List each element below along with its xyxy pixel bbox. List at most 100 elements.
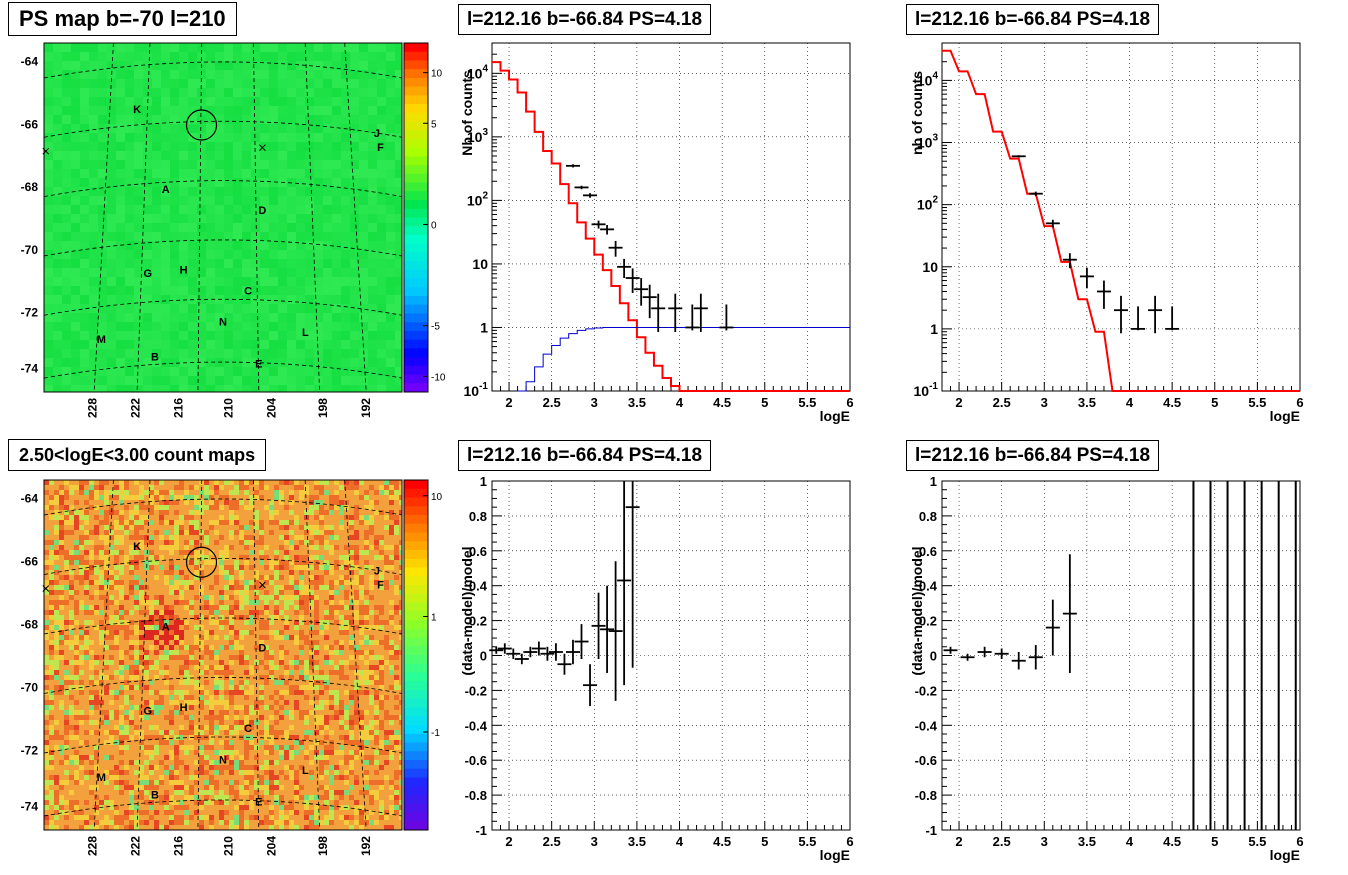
y-axis-label: (data-model)/model <box>909 546 925 675</box>
longitude-line <box>197 42 203 393</box>
x-axis-label: logE <box>820 408 850 424</box>
longitude-line <box>304 479 321 831</box>
y-tick-label: 1 <box>930 321 938 337</box>
source-label: J <box>374 128 380 140</box>
palette-tick-label: -10 <box>431 372 446 383</box>
x-tick-label: 5 <box>761 395 768 410</box>
x-tick-label: 4.5 <box>1163 395 1181 410</box>
y-tick-label: 0.6 <box>469 544 487 559</box>
y-tick-label: -0.4 <box>915 718 938 733</box>
cross-marker <box>42 147 50 155</box>
latitude-tick-label: -74 <box>21 362 39 376</box>
longitude-line <box>93 479 114 831</box>
latitude-tick-label: -68 <box>21 618 39 632</box>
latitude-line <box>43 799 403 817</box>
x-tick-label: 4.5 <box>713 395 731 410</box>
source-label: G <box>144 706 153 718</box>
source-label: C <box>244 285 252 297</box>
source-label: E <box>255 797 262 809</box>
longitude-tick-label: 192 <box>359 398 373 418</box>
longitude-line <box>344 42 367 393</box>
source-label: C <box>244 723 252 735</box>
y-tick-label: 0.2 <box>919 614 937 629</box>
longitude-tick-label: 198 <box>316 836 330 856</box>
x-tick-label: 5 <box>761 834 768 849</box>
x-tick-label: 3.5 <box>1078 395 1096 410</box>
latitude-tick-label: -74 <box>21 800 39 814</box>
palette-tick-label: 1 <box>431 613 437 624</box>
y-tick-label: -0.8 <box>465 788 487 803</box>
y-axis-label: (data-model)/model <box>459 546 475 675</box>
longitude-tick-label: 210 <box>221 836 235 856</box>
cross-marker <box>259 144 266 152</box>
x-axis-label: logE <box>820 847 850 863</box>
x-tick-label: 4.5 <box>1163 834 1181 849</box>
y-tick-label: 104 <box>917 70 939 88</box>
spectrum-2-title: l=212.16 b=-66.84 PS=4.18 <box>906 4 1160 35</box>
x-tick-label: 3 <box>1041 834 1048 849</box>
longitude-line <box>344 479 367 831</box>
longitude-tick-label: 204 <box>264 398 278 418</box>
latitude-line <box>43 617 403 635</box>
y-tick-label: 1 <box>480 474 487 489</box>
model-histogram <box>492 61 850 392</box>
map-bottom-frame <box>43 479 403 831</box>
x-tick-label: 3 <box>591 395 598 410</box>
longitude-tick-label: 228 <box>85 398 99 418</box>
longitude-line <box>253 42 260 393</box>
longitude-tick-label: 228 <box>85 836 99 856</box>
latitude-line <box>43 120 403 138</box>
y-tick-label: 1 <box>480 319 488 335</box>
latitude-tick-label: -66 <box>21 555 39 569</box>
x-tick-label: 2 <box>505 834 512 849</box>
y-tick-label: 102 <box>467 190 489 208</box>
latitude-line <box>43 61 403 79</box>
palette-frame <box>403 479 429 831</box>
latitude-line <box>43 677 403 694</box>
x-tick-label: 5.5 <box>1248 834 1266 849</box>
source-label: A <box>162 184 170 196</box>
y-tick-label: -0.6 <box>915 753 937 768</box>
x-tick-label: 2 <box>505 395 512 410</box>
latitude-line <box>43 361 403 379</box>
y-tick-label: 10 <box>472 256 488 272</box>
source-label: A <box>162 622 170 634</box>
plot-frame <box>491 42 851 392</box>
x-tick-label: 2 <box>955 395 962 410</box>
map-top: K JF A D G H C N M L B E -64 -66 -68 -70 -72 -74 228 222 216… <box>21 42 446 418</box>
x-tick-label: 4.5 <box>713 834 731 849</box>
x-tick-label: 3.5 <box>628 395 646 410</box>
palette-tick-label: 10 <box>431 69 443 80</box>
source-label: E <box>255 359 262 371</box>
palette-tick-label: 10 <box>431 492 443 503</box>
source-label: H <box>180 702 188 714</box>
longitude-tick-label: 222 <box>128 836 142 856</box>
latitude-line <box>43 736 403 754</box>
source-circle <box>185 109 218 141</box>
longitude-tick-label: 216 <box>171 398 185 418</box>
latitude-line <box>43 180 403 197</box>
x-tick-label: 3 <box>1041 395 1048 410</box>
y-tick-label: -0.4 <box>465 718 488 733</box>
latitude-line <box>43 298 403 316</box>
plot-frame <box>941 42 1301 392</box>
x-tick-label: 3 <box>591 834 598 849</box>
latitude-line <box>43 239 403 257</box>
latitude-tick-label: -66 <box>21 117 39 131</box>
x-tick-label: 5 <box>1211 395 1218 410</box>
y-tick-label: 0.6 <box>919 544 937 559</box>
source-label: F <box>377 142 384 154</box>
latitude-tick-label: -70 <box>21 243 39 257</box>
longitude-line <box>136 479 151 831</box>
residual-2-title: l=212.16 b=-66.84 PS=4.18 <box>906 440 1160 471</box>
longitude-line <box>93 42 114 393</box>
source-label: B <box>151 790 159 802</box>
palette-tick-label: -1 <box>431 728 440 739</box>
source-label: K <box>133 541 141 553</box>
longitude-tick-label: 192 <box>359 836 373 856</box>
x-tick-label: 2.5 <box>993 395 1011 410</box>
x-tick-label: 6 <box>1296 395 1303 410</box>
